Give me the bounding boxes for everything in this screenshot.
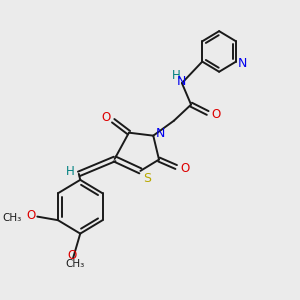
Text: N: N: [238, 57, 247, 70]
Text: CH₃: CH₃: [65, 259, 84, 269]
Text: O: O: [101, 111, 111, 124]
Text: H: H: [172, 69, 181, 82]
Text: O: O: [180, 162, 189, 175]
Text: O: O: [211, 108, 220, 121]
Text: CH₃: CH₃: [2, 213, 22, 223]
Text: H: H: [66, 165, 75, 178]
Text: N: N: [156, 127, 165, 140]
Text: S: S: [143, 172, 151, 185]
Text: N: N: [177, 75, 187, 88]
Text: O: O: [67, 249, 76, 262]
Text: O: O: [26, 209, 36, 222]
